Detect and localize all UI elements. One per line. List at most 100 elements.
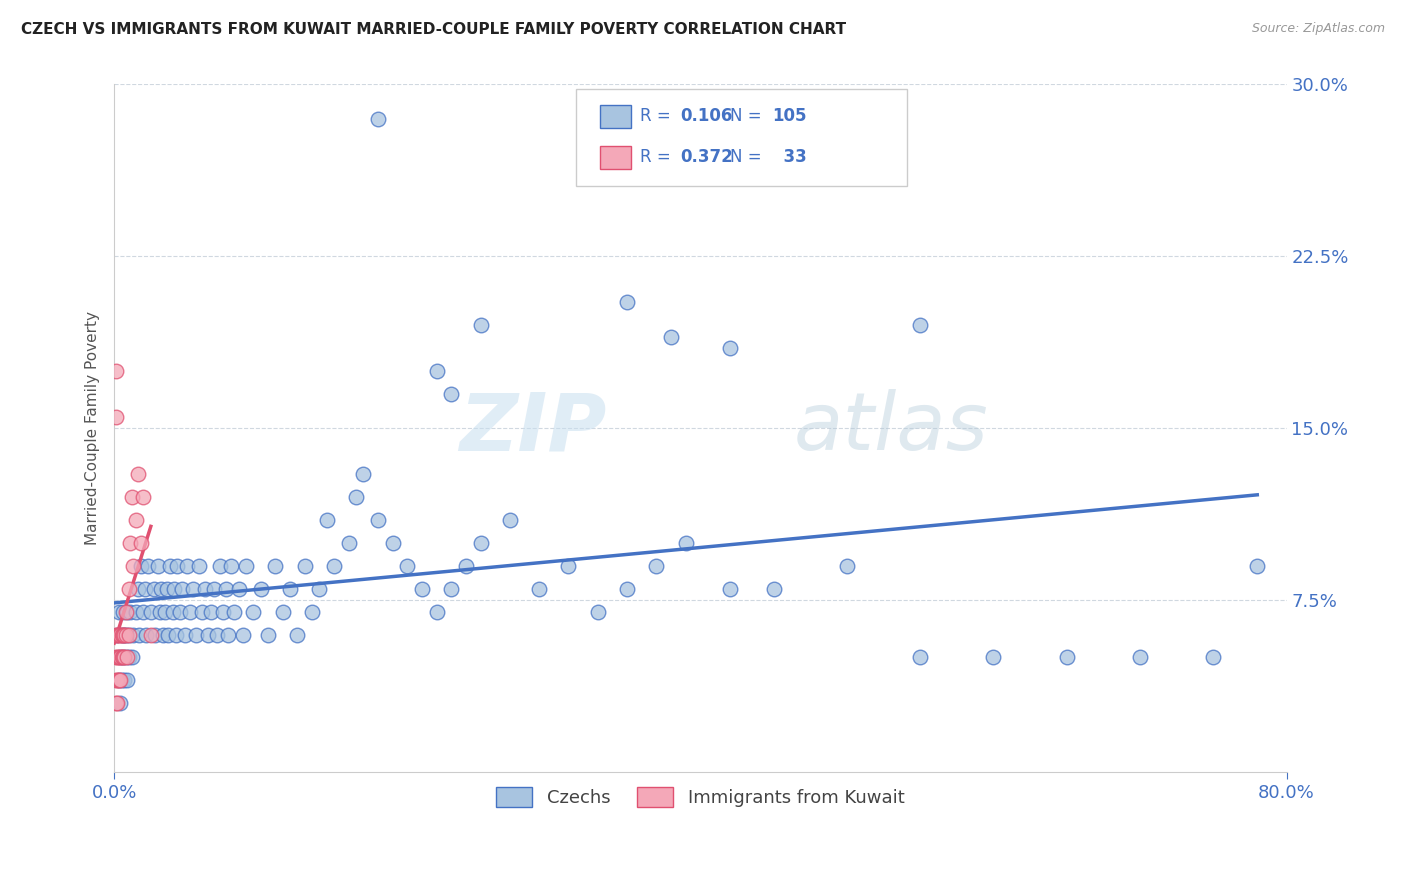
Point — [107, 673, 129, 688]
Point — [105, 696, 128, 710]
Point — [675, 536, 697, 550]
Point — [105, 627, 128, 641]
Point — [1202, 650, 1225, 665]
Point — [129, 558, 152, 573]
Point — [117, 673, 139, 688]
Point — [396, 558, 419, 573]
Point — [128, 627, 150, 641]
Point — [115, 605, 138, 619]
Point — [278, 582, 301, 596]
Point — [121, 650, 143, 665]
Point — [122, 558, 145, 573]
Point — [111, 605, 134, 619]
Point — [287, 627, 309, 641]
Point — [127, 467, 149, 482]
Point — [104, 364, 127, 378]
Point — [191, 605, 214, 619]
Point — [718, 582, 741, 596]
Point — [104, 696, 127, 710]
Point — [129, 536, 152, 550]
Point — [152, 627, 174, 641]
Point — [200, 605, 222, 619]
Point — [107, 605, 129, 619]
Text: 0.106: 0.106 — [681, 107, 733, 125]
Text: 33: 33 — [772, 148, 807, 166]
Point — [143, 627, 166, 641]
Point — [337, 536, 360, 550]
Point — [159, 558, 181, 573]
Point — [242, 605, 264, 619]
Point — [104, 627, 127, 641]
Y-axis label: Married-Couple Family Poverty: Married-Couple Family Poverty — [86, 311, 100, 545]
Point — [107, 650, 129, 665]
Point — [264, 558, 287, 573]
Point — [426, 364, 449, 378]
Point — [104, 650, 127, 665]
Point — [165, 627, 187, 641]
Legend: Czechs, Immigrants from Kuwait: Czechs, Immigrants from Kuwait — [489, 780, 912, 814]
Point — [115, 650, 138, 665]
Point — [179, 605, 201, 619]
Point — [188, 558, 211, 573]
Point — [105, 673, 128, 688]
Point — [170, 582, 193, 596]
Point — [114, 627, 136, 641]
Point — [125, 513, 148, 527]
Point — [470, 536, 492, 550]
Point — [110, 627, 132, 641]
Text: Source: ZipAtlas.com: Source: ZipAtlas.com — [1251, 22, 1385, 36]
Point — [271, 605, 294, 619]
Point — [136, 558, 159, 573]
Point — [211, 605, 233, 619]
Point — [120, 605, 142, 619]
Point — [117, 650, 139, 665]
Point — [908, 318, 931, 332]
Point — [202, 582, 225, 596]
Point — [228, 582, 250, 596]
Point — [120, 536, 142, 550]
Point — [108, 650, 131, 665]
Point — [323, 558, 346, 573]
Point — [104, 673, 127, 688]
Point — [835, 558, 858, 573]
Point — [108, 673, 131, 688]
Point — [155, 605, 177, 619]
Point — [125, 605, 148, 619]
Point — [616, 582, 638, 596]
Text: 105: 105 — [772, 107, 807, 125]
Point — [301, 605, 323, 619]
Point — [105, 627, 128, 641]
Point — [169, 605, 191, 619]
Point — [186, 627, 208, 641]
Point — [156, 582, 179, 596]
Point — [257, 627, 280, 641]
Point — [659, 329, 682, 343]
Point — [108, 696, 131, 710]
Point — [135, 627, 157, 641]
Point — [108, 650, 131, 665]
Point — [108, 627, 131, 641]
Point — [470, 318, 492, 332]
Text: N =: N = — [730, 107, 766, 125]
Text: 0.372: 0.372 — [681, 148, 734, 166]
Point — [499, 513, 522, 527]
Point — [162, 605, 184, 619]
Point — [111, 650, 134, 665]
Point — [111, 627, 134, 641]
Point — [118, 582, 141, 596]
Point — [908, 650, 931, 665]
Point — [127, 582, 149, 596]
Point — [557, 558, 579, 573]
Text: R =: R = — [640, 148, 676, 166]
Point — [221, 558, 243, 573]
Point — [117, 605, 139, 619]
Point — [426, 605, 449, 619]
Point — [121, 490, 143, 504]
Point — [249, 582, 271, 596]
Point — [104, 409, 127, 424]
Text: CZECH VS IMMIGRANTS FROM KUWAIT MARRIED-COUPLE FAMILY POVERTY CORRELATION CHART: CZECH VS IMMIGRANTS FROM KUWAIT MARRIED-… — [21, 22, 846, 37]
Point — [352, 467, 374, 482]
Point — [146, 558, 169, 573]
Point — [645, 558, 668, 573]
Point — [194, 582, 217, 596]
